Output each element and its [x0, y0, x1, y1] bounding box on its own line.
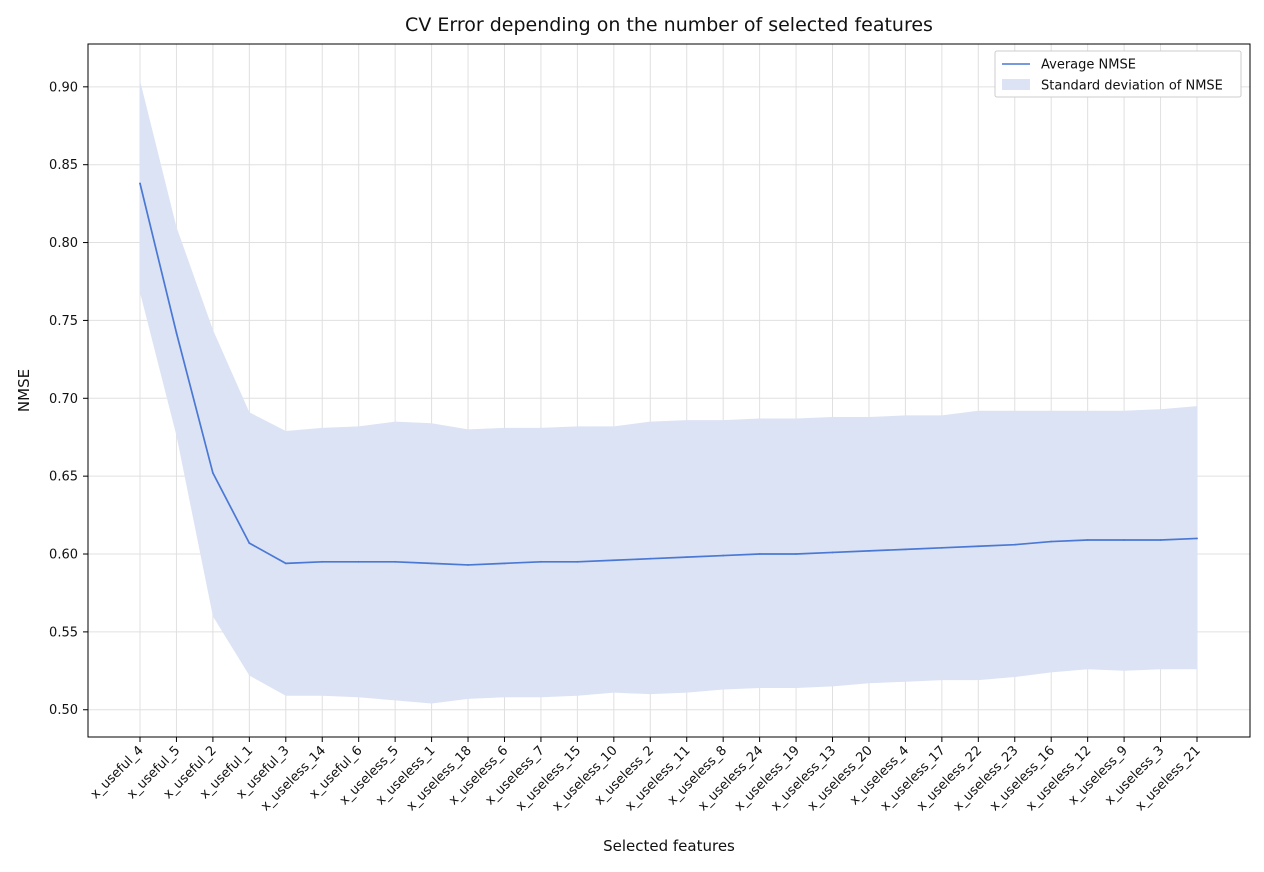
y-tick-label: 0.85	[49, 158, 78, 173]
legend: Average NMSE Standard deviation of NMSE	[994, 50, 1242, 98]
average-nmse-point	[831, 551, 834, 554]
average-nmse-point	[685, 556, 688, 559]
legend-label-average: Average NMSE	[1041, 58, 1136, 73]
average-nmse-point	[467, 564, 469, 566]
average-nmse-point	[248, 542, 251, 545]
legend-swatch-std	[1002, 79, 1030, 90]
y-tick-label: 0.75	[49, 314, 78, 329]
y-tick-label: 0.70	[49, 392, 78, 407]
average-nmse-point	[722, 554, 725, 557]
std-band-layer	[140, 80, 1197, 704]
average-nmse-point	[357, 560, 360, 563]
plot-frame	[87, 43, 1251, 738]
std-band-area	[140, 80, 1197, 704]
y-axis-ticks: 0.50 0.55 0.60 0.65 0.70 0.75 0.80 0.85 0.90	[49, 80, 88, 718]
average-nmse-line	[139, 183, 1198, 566]
average-nmse-point	[904, 548, 907, 551]
average-nmse-point	[1196, 537, 1198, 540]
y-tick-label: 0.65	[49, 470, 78, 485]
y-tick-label: 0.60	[49, 548, 78, 563]
average-nmse-point	[540, 560, 542, 563]
average-nmse-point	[649, 557, 652, 560]
x-axis-title: Selected features	[603, 837, 735, 855]
y-tick-label: 0.80	[49, 236, 78, 251]
chart-title: CV Error depending on the number of sele…	[405, 14, 933, 36]
mean-line-layer	[139, 182, 1198, 566]
average-nmse-point	[795, 553, 797, 555]
average-nmse-point	[576, 560, 579, 563]
y-tick-label: 0.90	[49, 80, 78, 95]
average-nmse-point	[868, 550, 870, 552]
y-tick-label: 0.55	[49, 625, 78, 640]
average-nmse-point	[321, 560, 324, 563]
average-nmse-point	[284, 562, 287, 565]
average-nmse-point	[1123, 539, 1126, 541]
average-nmse-point	[940, 546, 943, 549]
x-axis-ticks: x_useful_4x_useful_5x_useful_2x_useful_1…	[88, 737, 1204, 814]
average-nmse-point	[139, 182, 141, 185]
x-tick-label: x_useless_21	[1133, 743, 1204, 814]
average-nmse-point	[1013, 543, 1016, 546]
y-axis-title: NMSE	[15, 369, 33, 412]
average-nmse-point	[612, 559, 615, 562]
y-tick-label: 0.50	[49, 703, 78, 718]
average-nmse-point	[758, 553, 761, 555]
average-nmse-point	[211, 472, 214, 474]
average-nmse-point	[977, 545, 980, 548]
legend-box	[994, 50, 1242, 98]
legend-label-std: Standard deviation of NMSE	[1041, 79, 1223, 94]
average-nmse-point	[430, 562, 433, 565]
average-nmse-point	[1086, 539, 1089, 541]
average-nmse-point	[503, 562, 506, 565]
average-nmse-point	[1159, 539, 1162, 541]
average-nmse-point	[1050, 540, 1053, 543]
average-nmse-point	[394, 560, 397, 563]
average-nmse-point	[175, 331, 178, 334]
